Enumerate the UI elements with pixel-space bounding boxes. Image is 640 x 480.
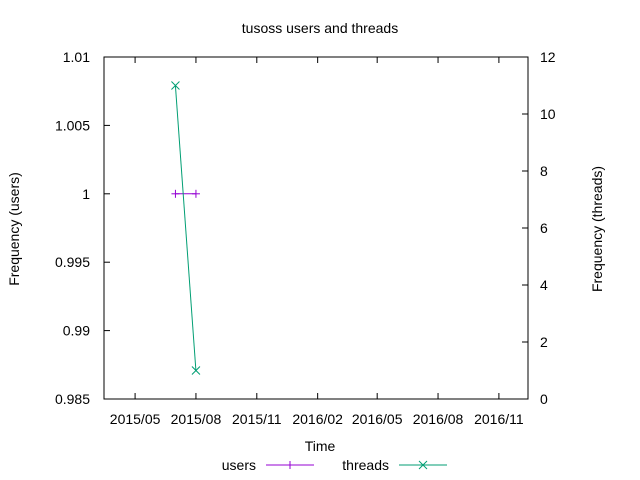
x-tick-label: 2015/05 <box>110 411 161 427</box>
y-right-tick-label: 10 <box>540 106 556 122</box>
y-axis-right: 0 2 4 6 8 10 12 <box>522 49 556 407</box>
x-tick-label: 2016/11 <box>474 411 524 427</box>
x-tick-label: 2015/08 <box>171 411 222 427</box>
y-left-tick-label: 0.99 <box>63 323 90 339</box>
cross-marker <box>191 366 201 375</box>
series-line-threads <box>174 85 197 371</box>
x-axis: 2015/05 2015/08 2015/11 2016/02 2016/05 2016/… <box>110 57 524 427</box>
y-left-tick-label: 1 <box>82 186 90 202</box>
y-left-tick-label: 1.01 <box>63 49 90 65</box>
y-left-tick-label: 0.995 <box>55 254 90 270</box>
y-right-tick-label: 2 <box>540 334 548 350</box>
cross-marker <box>171 81 180 90</box>
x-axis-label: Time <box>305 438 336 454</box>
y-left-tick-label: 0.985 <box>55 391 90 407</box>
x-tick-label: 2015/11 <box>232 411 282 427</box>
y-left-tick-label: 1.005 <box>55 117 90 133</box>
legend: users threads <box>222 457 447 473</box>
y-axis-right-label: Frequency (threads) <box>589 166 605 292</box>
legend-label-users: users <box>222 457 256 473</box>
y-right-tick-label: 0 <box>540 391 548 407</box>
y-right-tick-label: 4 <box>540 277 548 293</box>
legend-label-threads: threads <box>342 457 389 473</box>
y-right-tick-label: 8 <box>540 163 548 179</box>
series-layer <box>171 81 201 375</box>
plot-frame <box>103 56 529 400</box>
chart-title: tusoss users and threads <box>242 20 398 36</box>
x-tick-label: 2016/05 <box>352 411 403 427</box>
x-tick-label: 2016/02 <box>292 411 343 427</box>
x-tick-label: 2016/08 <box>413 411 464 427</box>
cross-marker <box>418 460 428 470</box>
y-right-tick-label: 12 <box>540 49 556 65</box>
y-right-tick-label: 6 <box>540 220 548 236</box>
y-axis-left-label: Frequency (users) <box>6 172 22 286</box>
y-axis-left: 0.985 0.99 0.995 1 1.005 1.01 <box>55 49 110 407</box>
